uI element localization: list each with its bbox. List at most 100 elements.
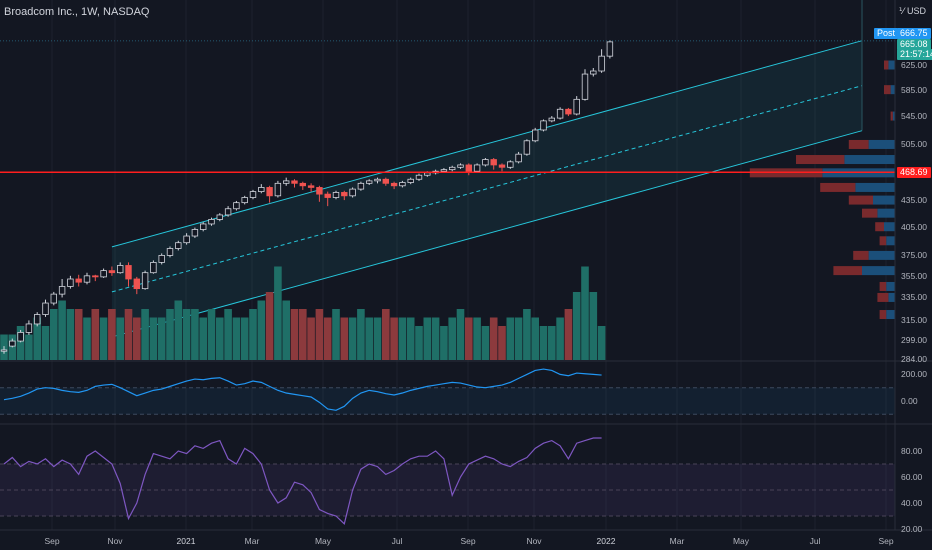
time-axis-label: Sep (878, 536, 894, 546)
volume-bar (116, 317, 124, 360)
time-axis-label: Mar (244, 536, 260, 546)
volume-profile-up-bar (877, 208, 895, 218)
volume-bar (357, 309, 365, 360)
volume-profile-up-bar (888, 60, 895, 70)
candle-body (407, 178, 414, 183)
volume-bar (423, 317, 432, 360)
volume-profile-down-bar (848, 195, 873, 205)
time-axis-label: Nov (526, 536, 542, 546)
volume-bar (58, 300, 66, 360)
candle-body (424, 172, 431, 176)
volume-bar (332, 309, 340, 360)
candle-body (399, 182, 406, 187)
volume-bar (564, 309, 573, 360)
candle-body (282, 180, 290, 184)
volume-bar (307, 317, 315, 360)
volume-profile-up-bar (886, 236, 895, 246)
candle-body (249, 191, 257, 198)
volume-bar (199, 317, 207, 360)
candle-body (158, 254, 165, 263)
candle-body (191, 229, 199, 237)
currency-selector[interactable]: ⅟ USD (896, 6, 926, 17)
price-axis-label: 299.00 (901, 334, 927, 345)
log-scale-icon[interactable]: ⅟ (898, 6, 904, 16)
volume-bar (465, 317, 473, 360)
candle-body (9, 340, 16, 347)
candle-body (532, 129, 539, 142)
volume-bar (191, 309, 199, 360)
volume-profile-down-bar (877, 292, 889, 302)
channel-median-line (111, 85, 863, 293)
volume-bar (373, 317, 382, 360)
volume-profile-up-bar (844, 155, 895, 165)
candle-body (498, 164, 506, 168)
pane-separators[interactable] (0, 0, 932, 531)
volume-profile-down-bar (884, 60, 889, 70)
candle-body (415, 174, 423, 180)
rsi-axis-label: 60.00 (901, 472, 923, 482)
volume-bar (66, 309, 75, 360)
volume-bar (440, 326, 448, 360)
candle-body (100, 270, 107, 278)
time-axis-label: May (314, 536, 332, 546)
candle-body (507, 161, 514, 168)
volume-bar (141, 309, 149, 360)
candle-body (266, 187, 273, 197)
macd-line (3, 368, 602, 411)
candle-body (199, 223, 207, 230)
volume-profile-down-bar (875, 222, 884, 232)
candle-body (440, 169, 448, 172)
volume-profile-up-bar (868, 250, 895, 260)
volume-bar (265, 292, 274, 360)
candle-body (0, 349, 8, 352)
candle-body (540, 120, 547, 131)
volume-bar (315, 309, 324, 360)
volume-profile-down-bar (853, 250, 869, 260)
volume-bar (506, 317, 515, 360)
price-axis-label: 545.00 (901, 111, 927, 122)
candle-body (216, 214, 223, 220)
time-axis-label: Nov (107, 536, 123, 546)
volume-bar (348, 317, 357, 360)
regression-channel[interactable] (111, 0, 863, 338)
volume-bar (448, 317, 456, 360)
candle-body (224, 208, 232, 216)
channel-lower-line (111, 130, 863, 338)
volume-profile-up-bar (886, 281, 895, 291)
candle-body (324, 193, 331, 198)
volume-bars (0, 266, 606, 360)
candle-body (390, 182, 398, 187)
volume-bar (33, 317, 41, 360)
volume-bar (456, 309, 465, 360)
volume-profile-up-bar (892, 111, 895, 121)
line-price-tag: 468.69 (897, 167, 931, 178)
volume-profile-down-bar (848, 139, 869, 149)
candle-body (482, 159, 489, 166)
volume-bar (398, 317, 407, 360)
candle-body (598, 55, 605, 72)
candle-body (133, 278, 140, 290)
candle-body (83, 275, 91, 283)
candle-body (299, 182, 306, 187)
volume-profile-down-bar (879, 281, 887, 291)
chart-title[interactable]: Broadcom Inc., 1W, NASDAQ (4, 6, 150, 18)
volume-bar (581, 266, 589, 360)
rsi-line (3, 437, 602, 525)
currency-label: USD (906, 6, 926, 16)
volume-bar (323, 317, 332, 360)
candle-body (150, 262, 157, 274)
volume-bar (539, 326, 548, 360)
candle-body (42, 302, 49, 315)
channel-upper-line (111, 40, 863, 248)
candle-body (233, 202, 240, 210)
rsi-axis-label: 20.00 (901, 524, 923, 534)
candle-body (50, 293, 57, 304)
horizontal-line[interactable] (0, 40, 895, 174)
volume-bar (382, 309, 390, 360)
candle-body (457, 164, 464, 168)
volume-bar (83, 317, 91, 360)
candle-body (490, 159, 497, 166)
volume-bar (91, 309, 100, 360)
volume-bar (473, 317, 481, 360)
